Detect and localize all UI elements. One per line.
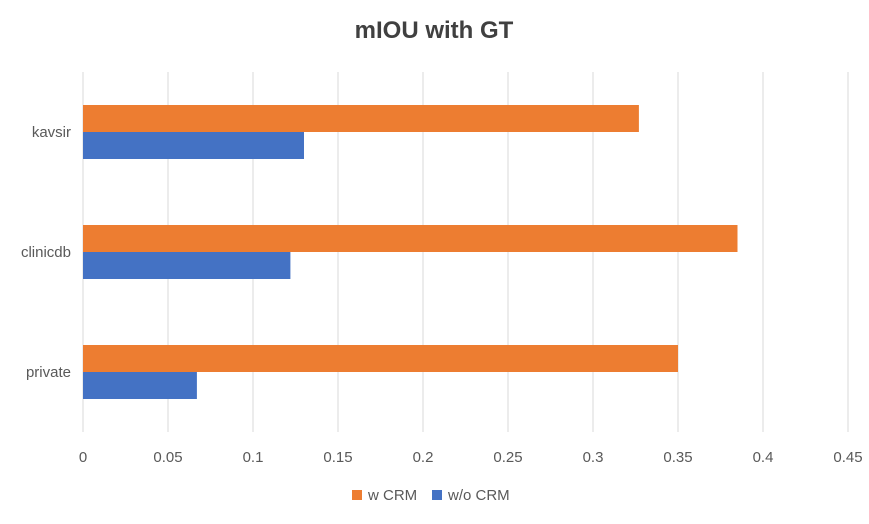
x-tick-label: 0	[79, 449, 87, 466]
category-label: kavsir	[32, 124, 71, 141]
legend: w CRM w/o CRM	[352, 487, 510, 504]
x-tick-label: 0.15	[323, 449, 352, 466]
bar-clinicdb-w-crm	[83, 225, 738, 252]
category-label: clinicdb	[21, 244, 71, 261]
x-tick-label: 0.05	[153, 449, 182, 466]
category-label: private	[26, 364, 71, 381]
x-tick-label: 0.4	[753, 449, 774, 466]
bar-kavsir-w-crm	[83, 105, 639, 132]
bar-kavsir-wo-crm	[83, 132, 304, 159]
legend-label: w/o CRM	[447, 487, 510, 504]
legend-swatch	[432, 490, 442, 500]
category-labels: kavsir clinicdb private	[21, 124, 71, 381]
x-tick-label: 0.45	[833, 449, 862, 466]
x-tick-label: 0.1	[243, 449, 264, 466]
legend-swatch	[352, 490, 362, 500]
legend-label: w CRM	[367, 487, 417, 504]
bars	[83, 105, 738, 399]
x-tick-label: 0.25	[493, 449, 522, 466]
bar-clinicdb-wo-crm	[83, 252, 291, 279]
x-tick-label: 0.3	[583, 449, 604, 466]
chart-title: mIOU with GT	[355, 17, 514, 44]
x-tick-label: 0.35	[663, 449, 692, 466]
x-axis-tick-labels: 0 0.05 0.1 0.15 0.2 0.25 0.3 0.35 0.4 0.45	[79, 449, 863, 466]
x-tick-label: 0.2	[413, 449, 434, 466]
bar-private-w-crm	[83, 345, 678, 372]
bar-private-wo-crm	[83, 372, 197, 399]
